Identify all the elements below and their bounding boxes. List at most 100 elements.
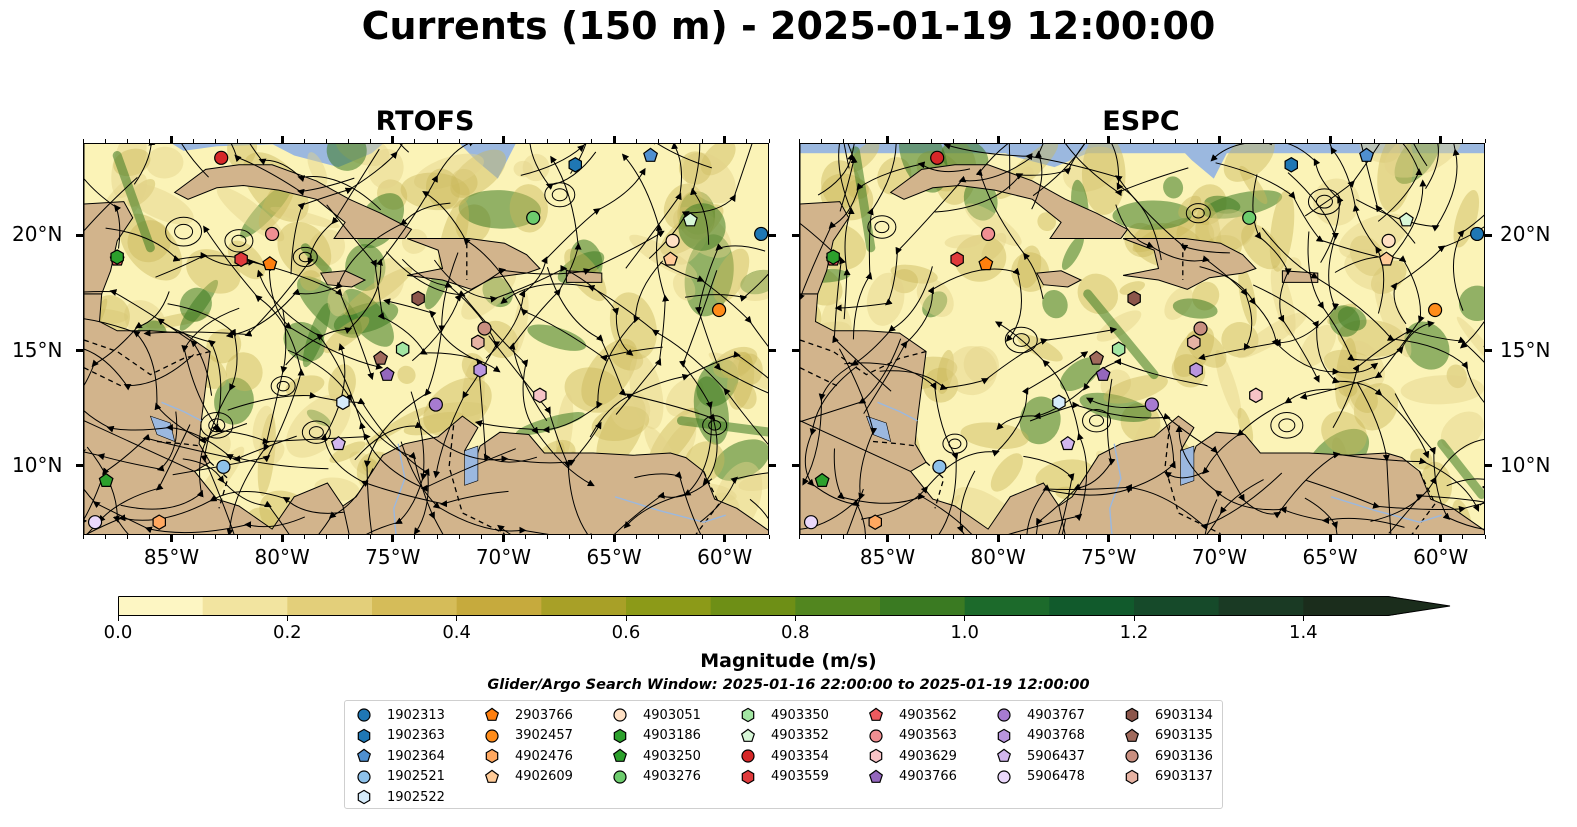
minor-tick [104, 139, 106, 143]
circle-marker-icon [1125, 749, 1139, 763]
pentagon-marker-icon [868, 769, 884, 783]
legend-entry: 1902521 [355, 767, 445, 787]
legend-entry: 1902363 [355, 726, 445, 746]
platform-5906437 [1060, 435, 1076, 451]
minor-tick [702, 535, 704, 539]
minor-tick [997, 535, 999, 539]
minor-tick [171, 535, 173, 539]
platform-6903137 [471, 334, 485, 351]
platform-4903559 [234, 251, 248, 268]
minor-tick [1263, 535, 1265, 539]
minor-tick [1152, 535, 1154, 539]
minor-tick [259, 139, 261, 143]
legend-entry: 2903766 [483, 705, 573, 725]
minor-tick [887, 139, 889, 143]
minor-tick [953, 535, 955, 539]
legend-marker [484, 769, 500, 783]
platform-6903136 [477, 321, 492, 336]
platform-4903629 [1249, 387, 1263, 404]
legend-label: 4903276 [643, 769, 701, 785]
legend-marker [740, 728, 756, 742]
lon-tick-label: 80°W [254, 545, 310, 569]
legend-entry: 4903766 [867, 767, 957, 787]
platform-1902364 [1359, 147, 1375, 162]
minor-tick [193, 535, 195, 539]
pentagon-marker-icon [484, 769, 500, 783]
legend-marker [741, 707, 755, 723]
platform-1902363 [568, 157, 582, 173]
circle-marker-icon [613, 770, 627, 784]
minor-tick [887, 535, 889, 539]
minor-tick [547, 535, 549, 539]
pentagon-marker-icon [484, 707, 500, 721]
legend-label: 1902521 [387, 769, 445, 785]
legend-marker [869, 748, 883, 764]
platform-1902522 [1052, 394, 1066, 411]
hexagon-marker-icon [613, 728, 627, 743]
colorbar-tick-label: 0.6 [611, 622, 641, 643]
lon-tick-label: 60°W [697, 545, 753, 569]
platform-legend: 1902313 1902363 1902364 1902521 1902522 29037… [344, 700, 1223, 809]
legend-entry: 4903629 [867, 746, 957, 766]
minor-tick [909, 535, 911, 539]
legend-marker [613, 728, 627, 743]
minor-tick [458, 139, 460, 143]
legend-label: 4902476 [515, 748, 573, 764]
minor-tick [1196, 139, 1198, 143]
legend-label: 4903767 [1027, 707, 1085, 723]
legend-entry: 6903137 [1123, 767, 1213, 787]
lon-tick-label: 75°W [1081, 545, 1137, 569]
minor-tick [591, 139, 593, 143]
minor-tick [1484, 535, 1486, 539]
lat-tick-mark [769, 349, 776, 353]
legend-marker [613, 708, 627, 722]
legend-marker [1125, 769, 1139, 785]
hexagon-marker-icon [741, 707, 755, 723]
platform-4903767 [428, 397, 443, 412]
minor-tick [997, 139, 999, 143]
legend-marker [1125, 707, 1139, 723]
minor-tick [1373, 139, 1375, 143]
legend-entry: 4902476 [483, 746, 573, 766]
minor-tick [702, 139, 704, 143]
legend-entry: 1902522 [355, 787, 445, 807]
colorbar [118, 596, 1451, 616]
legend-marker [1124, 728, 1140, 742]
minor-tick [724, 139, 726, 143]
platform-6903136 [1193, 321, 1208, 336]
platform-6903134 [1127, 290, 1141, 307]
minor-tick [613, 535, 615, 539]
legend-marker [485, 728, 499, 743]
search-window-caption: Glider/Argo Search Window: 2025-01-16 22… [487, 677, 1090, 693]
platform-6903135 [373, 350, 389, 365]
minor-tick [1152, 139, 1154, 143]
minor-tick [281, 535, 283, 539]
legend-entry: 3902457 [483, 726, 573, 746]
colorbar-segment [710, 596, 796, 616]
minor-tick [1174, 535, 1176, 539]
colorbar-tick-label: 0.8 [781, 622, 810, 643]
platform-5906478 [87, 515, 103, 530]
minor-tick [679, 139, 681, 143]
legend-entry: 4903563 [867, 726, 957, 746]
minor-tick [1108, 139, 1110, 143]
minor-tick [820, 535, 822, 539]
panel-title-rtofs: RTOFS [375, 106, 475, 137]
legend-marker [357, 790, 371, 805]
minor-tick [953, 139, 955, 143]
minor-tick [1462, 139, 1464, 143]
minor-tick [1329, 139, 1331, 143]
lon-tick-label: 85°W [859, 545, 916, 569]
minor-tick [569, 139, 571, 143]
platform-1902313 [754, 226, 768, 242]
legend-label: 4903629 [899, 748, 957, 764]
minor-tick [237, 535, 239, 539]
legend-marker [613, 770, 627, 784]
minor-tick [1285, 535, 1287, 539]
legend-label: 5906478 [1027, 769, 1085, 785]
minor-tick [480, 139, 482, 143]
colorbar-segment [1303, 596, 1389, 616]
minor-tick [414, 139, 416, 143]
minor-tick [1418, 139, 1420, 143]
legend-label: 1902363 [387, 728, 445, 744]
